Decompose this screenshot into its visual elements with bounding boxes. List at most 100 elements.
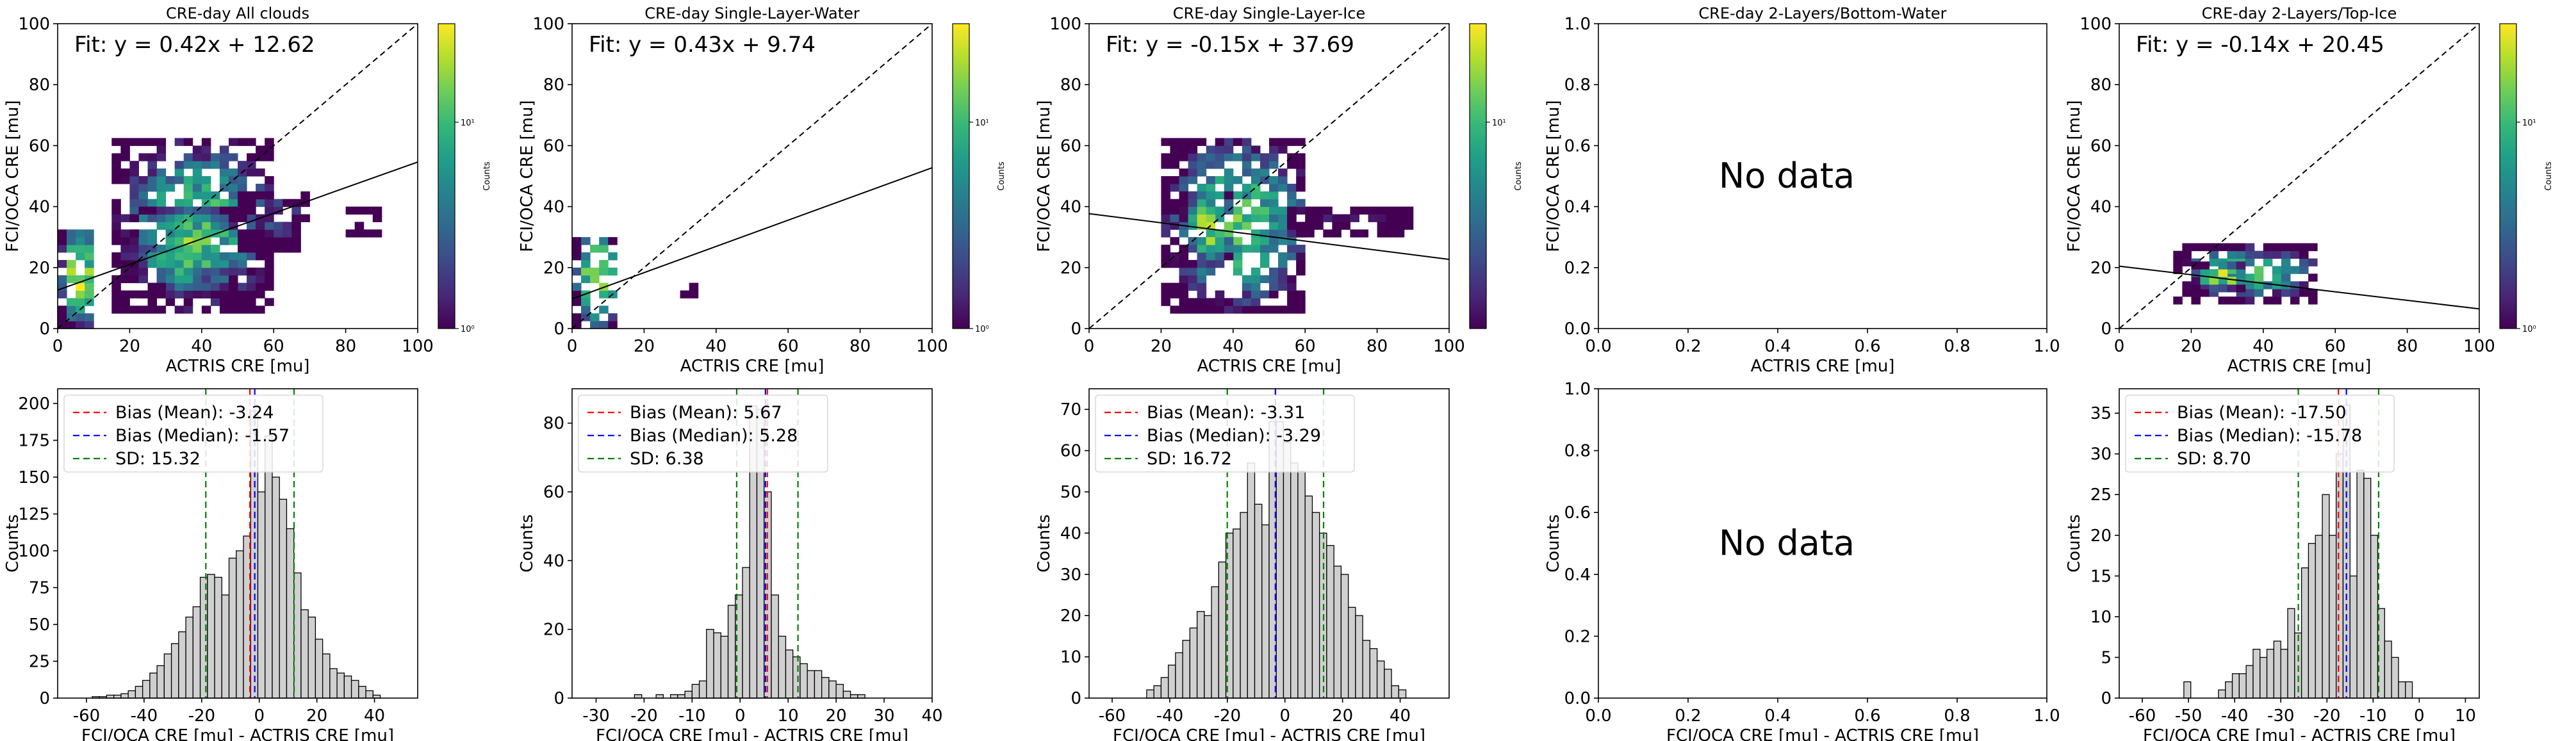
heatmap-cell bbox=[680, 290, 690, 298]
heatmap-cell bbox=[165, 252, 176, 261]
panel-title: CRE-day 2-Layers/Bottom-Water bbox=[1698, 4, 1946, 22]
heatmap-cell bbox=[174, 168, 185, 177]
heatmap-cell bbox=[111, 252, 121, 261]
heatmap-cell bbox=[1233, 176, 1243, 184]
y-tick-label: 0 bbox=[2101, 689, 2112, 708]
heatmap-cell bbox=[1332, 214, 1341, 222]
heatmap-cell bbox=[247, 305, 256, 314]
heatmap-cell bbox=[174, 206, 185, 215]
x-tick-label: 10 bbox=[778, 706, 799, 726]
heatmap-cell bbox=[1305, 214, 1315, 222]
heatmap-cell bbox=[201, 229, 211, 238]
x-tick-label: 100 bbox=[916, 337, 948, 356]
heatmap-cell bbox=[1287, 199, 1297, 208]
x-tick-label: 0.4 bbox=[1764, 706, 1791, 726]
heatmap-cell bbox=[372, 229, 382, 238]
heatmap-cell bbox=[183, 259, 193, 268]
heatmap-cell bbox=[1179, 275, 1189, 284]
histogram-bar bbox=[849, 694, 858, 699]
heatmap-cell bbox=[572, 252, 582, 261]
histogram-bar bbox=[2329, 535, 2337, 699]
heatmap-cell bbox=[256, 183, 265, 192]
histogram-bar bbox=[1218, 561, 1227, 699]
heatmap-cell bbox=[256, 237, 265, 245]
y-tick-label: 20 bbox=[543, 259, 564, 278]
heatmap-panel-3: CRE-day Single-Layer-Ice Fit: y = -0.15x … bbox=[1035, 4, 1523, 376]
heatmap-cell bbox=[1314, 222, 1324, 230]
y-tick-label: 200 bbox=[18, 395, 50, 414]
heatmap-cell bbox=[1287, 222, 1297, 230]
x-tick-label: 60 bbox=[778, 337, 799, 356]
heatmap-cell bbox=[1161, 245, 1170, 253]
heatmap-cell bbox=[58, 290, 67, 298]
histogram-bar bbox=[178, 631, 186, 699]
heatmap-cell bbox=[1170, 183, 1179, 192]
heatmap-cell bbox=[1251, 176, 1261, 184]
heatmap-cell bbox=[1287, 298, 1297, 306]
x-axis-label: FCI/OCA CRE [mu] - ACTRIS CRE [mu] bbox=[81, 726, 394, 741]
heatmap-cell bbox=[1206, 229, 1216, 238]
heatmap-cell bbox=[2173, 250, 2183, 259]
x-tick-label: 40 bbox=[364, 706, 385, 726]
heatmap-cell bbox=[192, 161, 202, 169]
heatmap-cell bbox=[238, 183, 247, 192]
heatmap-cell bbox=[219, 222, 229, 230]
legend-box bbox=[2125, 395, 2395, 473]
heatmap-cell bbox=[238, 298, 247, 306]
x-axis-label: ACTRIS CRE [mu] bbox=[166, 357, 310, 376]
heatmap-cell bbox=[256, 275, 265, 284]
heatmap-cell bbox=[156, 245, 167, 253]
axes-frame bbox=[1088, 388, 1450, 699]
heatmap-cell bbox=[599, 237, 609, 245]
x-tick-label: 0 bbox=[567, 337, 578, 356]
heatmap-cell bbox=[2299, 258, 2309, 266]
x-tick-label: 0.0 bbox=[1585, 706, 1611, 726]
heatmap-cell bbox=[165, 214, 176, 222]
y-tick-label: 60 bbox=[1060, 442, 1081, 461]
heatmap-cell bbox=[1224, 237, 1234, 245]
heatmap-cell bbox=[1224, 153, 1234, 161]
heatmap-cell bbox=[1197, 168, 1207, 177]
heatmap-cell bbox=[1170, 290, 1179, 298]
heatmap-cell bbox=[129, 252, 139, 261]
heatmap-cell bbox=[210, 259, 220, 268]
heatmap-cell bbox=[1170, 222, 1179, 230]
heatmap-cell bbox=[67, 237, 76, 245]
heatmap-cell bbox=[265, 222, 274, 230]
heatmap-cell bbox=[1251, 206, 1261, 215]
heatmap-cell bbox=[85, 245, 94, 253]
histogram-bar bbox=[814, 670, 823, 699]
heatmap-cell bbox=[1206, 176, 1216, 184]
heatmap-cell bbox=[210, 199, 220, 208]
heatmap-cell bbox=[256, 191, 265, 200]
heatmap-cell bbox=[111, 214, 121, 222]
heatmap-cell bbox=[147, 229, 158, 238]
heatmap-cell bbox=[85, 259, 94, 268]
heatmap-cell bbox=[85, 313, 94, 322]
legend-mean-label: Bias (Mean): -17.50 bbox=[2177, 403, 2347, 423]
heatmap-cell bbox=[219, 176, 229, 184]
heatmap-cell bbox=[210, 282, 220, 291]
heatmap-cell bbox=[1314, 214, 1324, 222]
y-axis-label: Counts bbox=[2065, 514, 2084, 573]
histogram-panel-5: -60 -50 -40 -30 -20 -10 0 10 0 5 10 15 20 25 30 35 FCI/O… bbox=[2065, 388, 2480, 741]
y-tick-label: 60 bbox=[29, 136, 50, 156]
heatmap-cell bbox=[1188, 138, 1198, 146]
y-tick-label: 20 bbox=[29, 259, 50, 278]
heatmap-cell bbox=[1296, 138, 1306, 146]
heatmap-cell bbox=[265, 199, 274, 208]
heatmap-cell bbox=[67, 298, 76, 306]
heatmap-cell bbox=[363, 206, 373, 215]
heatmap-cell bbox=[183, 191, 193, 200]
heatmap-cell bbox=[247, 282, 256, 291]
heatmap-cell bbox=[219, 290, 229, 298]
histogram-bar bbox=[713, 632, 721, 699]
histogram-bar bbox=[842, 690, 851, 699]
heatmap-cell bbox=[1251, 305, 1261, 314]
heatmap-cell bbox=[599, 290, 609, 298]
histogram-bar bbox=[857, 694, 866, 699]
heatmap-cell bbox=[210, 252, 220, 261]
histogram-bar bbox=[2238, 673, 2247, 699]
legend-sd-label: SD: 16.72 bbox=[1147, 449, 1232, 469]
heatmap-cell bbox=[1296, 161, 1306, 169]
